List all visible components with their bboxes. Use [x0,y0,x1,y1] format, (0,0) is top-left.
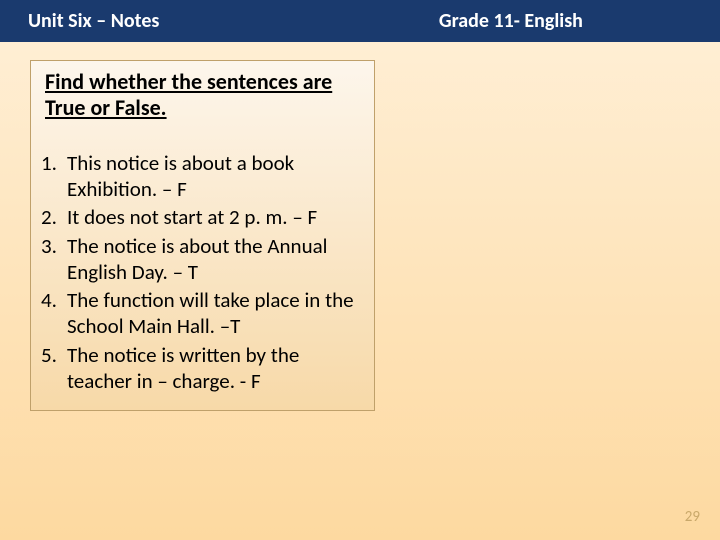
page-number: 29 [685,508,700,526]
item-text: This notice is about a book Exhibition. … [65,150,364,203]
item-number: 2. [41,204,65,230]
list-item: 1. This notice is about a book Exhibitio… [41,150,364,203]
items-list: 1. This notice is about a book Exhibitio… [41,150,364,394]
item-text: It does not start at 2 p. m. – F [65,204,364,230]
list-item: 5. The notice is written by the teacher … [41,342,364,395]
list-item: 3. The notice is about the Annual Englis… [41,233,364,286]
header-bar: Unit Six – Notes Grade 11- English [0,0,720,42]
content-box: Find whether the sentences are True or F… [30,60,375,411]
item-text: The notice is written by the teacher in … [65,342,364,395]
header-left-title: Unit Six – Notes [28,9,330,33]
item-text: The notice is about the Annual English D… [65,233,364,286]
list-item: 2. It does not start at 2 p. m. – F [41,204,364,230]
item-number: 1. [41,150,65,203]
instruction-text: Find whether the sentences are True or F… [41,69,364,122]
list-item: 4. The function will take place in the S… [41,287,364,340]
item-number: 5. [41,342,65,395]
header-right-title: Grade 11- English [330,9,692,33]
item-number: 3. [41,233,65,286]
item-text: The function will take place in the Scho… [65,287,364,340]
item-number: 4. [41,287,65,340]
